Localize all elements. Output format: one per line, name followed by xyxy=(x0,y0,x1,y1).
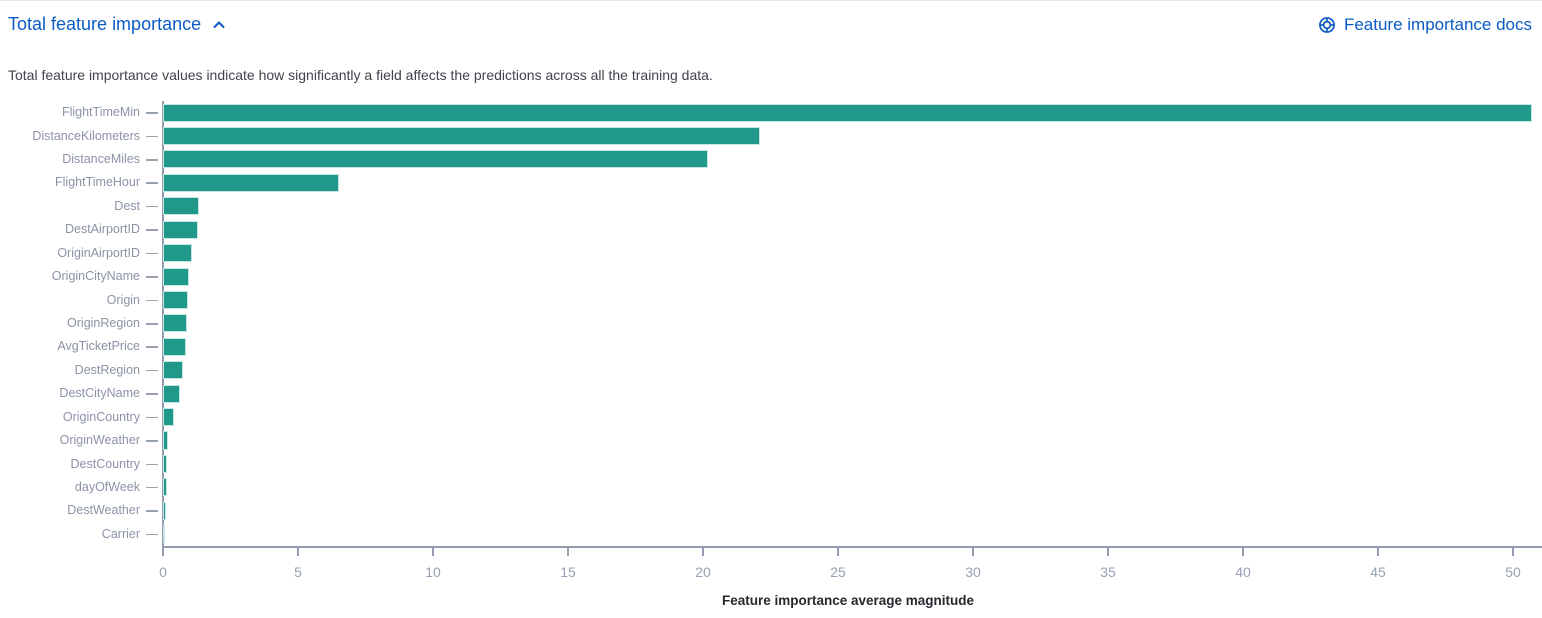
bar-DestCityName xyxy=(163,384,180,403)
category-label: OriginWeather xyxy=(59,433,140,448)
chevron-up-icon xyxy=(211,17,227,33)
x-axis-tick xyxy=(972,546,974,556)
feature-importance-docs-link[interactable]: Feature importance docs xyxy=(1318,15,1532,35)
bar-OriginRegion xyxy=(163,314,188,333)
category-label: AvgTicketPrice xyxy=(57,339,140,354)
y-axis-tick xyxy=(146,533,158,536)
y-axis-tick xyxy=(146,369,158,372)
y-axis-tick xyxy=(146,393,158,395)
bar-DestRegion xyxy=(163,361,183,380)
bar-FlightTimeHour xyxy=(163,173,339,192)
y-axis-tick xyxy=(146,252,158,255)
y-axis-tick xyxy=(146,323,158,325)
bar-dayOfWeek xyxy=(163,478,167,497)
category-label: DistanceKilometers xyxy=(32,128,140,143)
x-axis-line xyxy=(162,546,1542,548)
x-axis-tick xyxy=(297,546,299,556)
x-axis-tick-label: 40 xyxy=(1235,564,1251,580)
category-label: DistanceMiles xyxy=(62,152,140,167)
x-axis-tick-label: 25 xyxy=(830,564,846,580)
y-axis-tick xyxy=(146,510,158,512)
category-label: OriginAirportID xyxy=(57,245,140,260)
x-axis-tick-label: 50 xyxy=(1505,564,1521,580)
x-axis-tick xyxy=(567,546,569,556)
category-label: DestCityName xyxy=(59,386,140,401)
bar-DistanceKilometers xyxy=(163,127,760,146)
category-label: Carrier xyxy=(101,526,140,541)
bar-Dest xyxy=(163,197,199,216)
bar-FlightTimeMin xyxy=(163,103,1532,122)
y-axis-tick xyxy=(146,440,158,442)
y-axis-tick xyxy=(146,182,158,184)
x-axis-tick xyxy=(1107,546,1109,556)
category-label: OriginRegion xyxy=(67,316,140,330)
bar-AvgTicketPrice xyxy=(163,337,186,356)
x-axis-tick-label: 5 xyxy=(294,564,302,580)
bar-OriginWeather xyxy=(163,431,169,450)
section-toggle-total-feature-importance[interactable]: Total feature importance xyxy=(8,14,227,35)
y-axis-line xyxy=(162,101,164,546)
bar-DestWeather xyxy=(163,501,167,520)
bar-OriginAirportID xyxy=(163,244,192,263)
y-axis-tick xyxy=(146,346,158,348)
category-label: DestRegion xyxy=(74,362,140,377)
category-label: FlightTimeHour xyxy=(55,175,140,190)
category-label: DestAirportID xyxy=(64,222,140,237)
bar-DestCountry xyxy=(163,454,168,473)
y-axis-tick xyxy=(146,416,158,419)
bar-OriginCityName xyxy=(163,267,189,286)
x-axis-tick xyxy=(162,546,164,556)
x-axis-tick xyxy=(702,546,704,556)
x-axis-tick-label: 30 xyxy=(965,564,981,580)
x-axis-tick-label: 0 xyxy=(159,564,167,580)
x-axis-tick xyxy=(1242,546,1244,556)
y-axis-tick xyxy=(146,112,158,114)
category-label: DestCountry xyxy=(70,456,140,471)
x-axis-title: Feature importance average magnitude xyxy=(721,593,975,608)
x-axis-tick-label: 35 xyxy=(1100,564,1116,580)
x-axis-tick-label: 15 xyxy=(560,564,576,580)
bar-Origin xyxy=(163,290,189,309)
y-axis-tick xyxy=(146,205,158,208)
category-label: Dest xyxy=(114,198,140,213)
x-axis-tick-label: 20 xyxy=(695,564,711,580)
category-label: DestWeather xyxy=(67,503,140,518)
bar-DestAirportID xyxy=(163,220,199,239)
category-label: OriginCountry xyxy=(62,409,140,424)
y-axis-tick xyxy=(146,135,158,138)
category-label: OriginCityName xyxy=(51,269,140,284)
category-label: FlightTimeMin xyxy=(61,105,140,120)
section-description: Total feature importance values indicate… xyxy=(8,67,713,83)
bar-DistanceMiles xyxy=(163,150,709,169)
x-axis-tick-label: 10 xyxy=(425,564,441,580)
bar-Carrier xyxy=(163,525,165,544)
y-axis-tick xyxy=(146,229,158,231)
y-axis-tick xyxy=(146,486,158,489)
category-label: dayOfWeek xyxy=(74,479,140,494)
x-axis-tick xyxy=(1512,546,1514,556)
x-axis-tick-label: 45 xyxy=(1370,564,1386,580)
y-axis-tick xyxy=(146,159,158,161)
y-axis-tick xyxy=(146,299,158,302)
bar-OriginCountry xyxy=(163,408,175,427)
y-axis-tick xyxy=(146,276,158,278)
x-axis-tick xyxy=(432,546,434,556)
category-label: Origin xyxy=(106,292,140,307)
x-axis-tick xyxy=(1377,546,1379,556)
x-axis-tick xyxy=(837,546,839,556)
lifering-help-icon xyxy=(1318,16,1336,34)
y-axis-tick xyxy=(146,463,158,466)
section-title: Total feature importance xyxy=(8,14,202,34)
docs-link-label: Feature importance docs xyxy=(1343,15,1532,34)
